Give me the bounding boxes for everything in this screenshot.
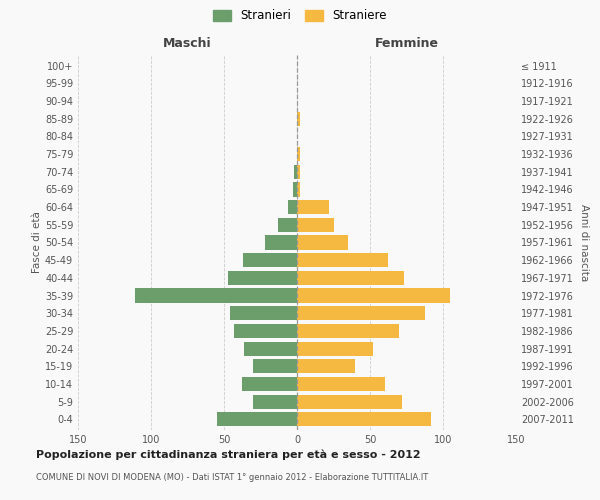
Bar [217,412,297,426]
Y-axis label: Anni di nascita: Anni di nascita [579,204,589,281]
Text: COMUNE DI NOVI DI MODENA (MO) - Dati ISTAT 1° gennaio 2012 - Elaborazione TUTTIT: COMUNE DI NOVI DI MODENA (MO) - Dati IST… [36,472,428,482]
Bar [135,288,297,302]
Bar [234,324,297,338]
Bar [244,342,297,355]
Bar [278,218,297,232]
Bar [297,306,425,320]
Bar [243,253,297,268]
Bar [253,394,297,409]
Bar [242,377,297,391]
Bar [293,182,297,196]
Bar [297,200,329,214]
Bar [297,288,450,302]
Bar [297,342,373,355]
Bar [253,359,297,374]
Text: Maschi: Maschi [163,36,212,50]
Text: Femmine: Femmine [374,36,439,50]
Bar [294,164,297,179]
Bar [297,182,300,196]
Bar [230,306,297,320]
Legend: Stranieri, Straniere: Stranieri, Straniere [209,6,391,26]
Bar [297,377,385,391]
Bar [297,359,355,374]
Bar [297,271,404,285]
Bar [265,236,297,250]
Bar [297,253,388,268]
Bar [297,324,399,338]
Bar [297,236,348,250]
Bar [297,218,334,232]
Bar [297,147,300,161]
Bar [229,271,297,285]
Bar [297,112,300,126]
Bar [288,200,297,214]
Bar [297,394,402,409]
Bar [297,164,300,179]
Text: Popolazione per cittadinanza straniera per età e sesso - 2012: Popolazione per cittadinanza straniera p… [36,450,421,460]
Y-axis label: Fasce di età: Fasce di età [32,212,42,274]
Bar [297,412,431,426]
